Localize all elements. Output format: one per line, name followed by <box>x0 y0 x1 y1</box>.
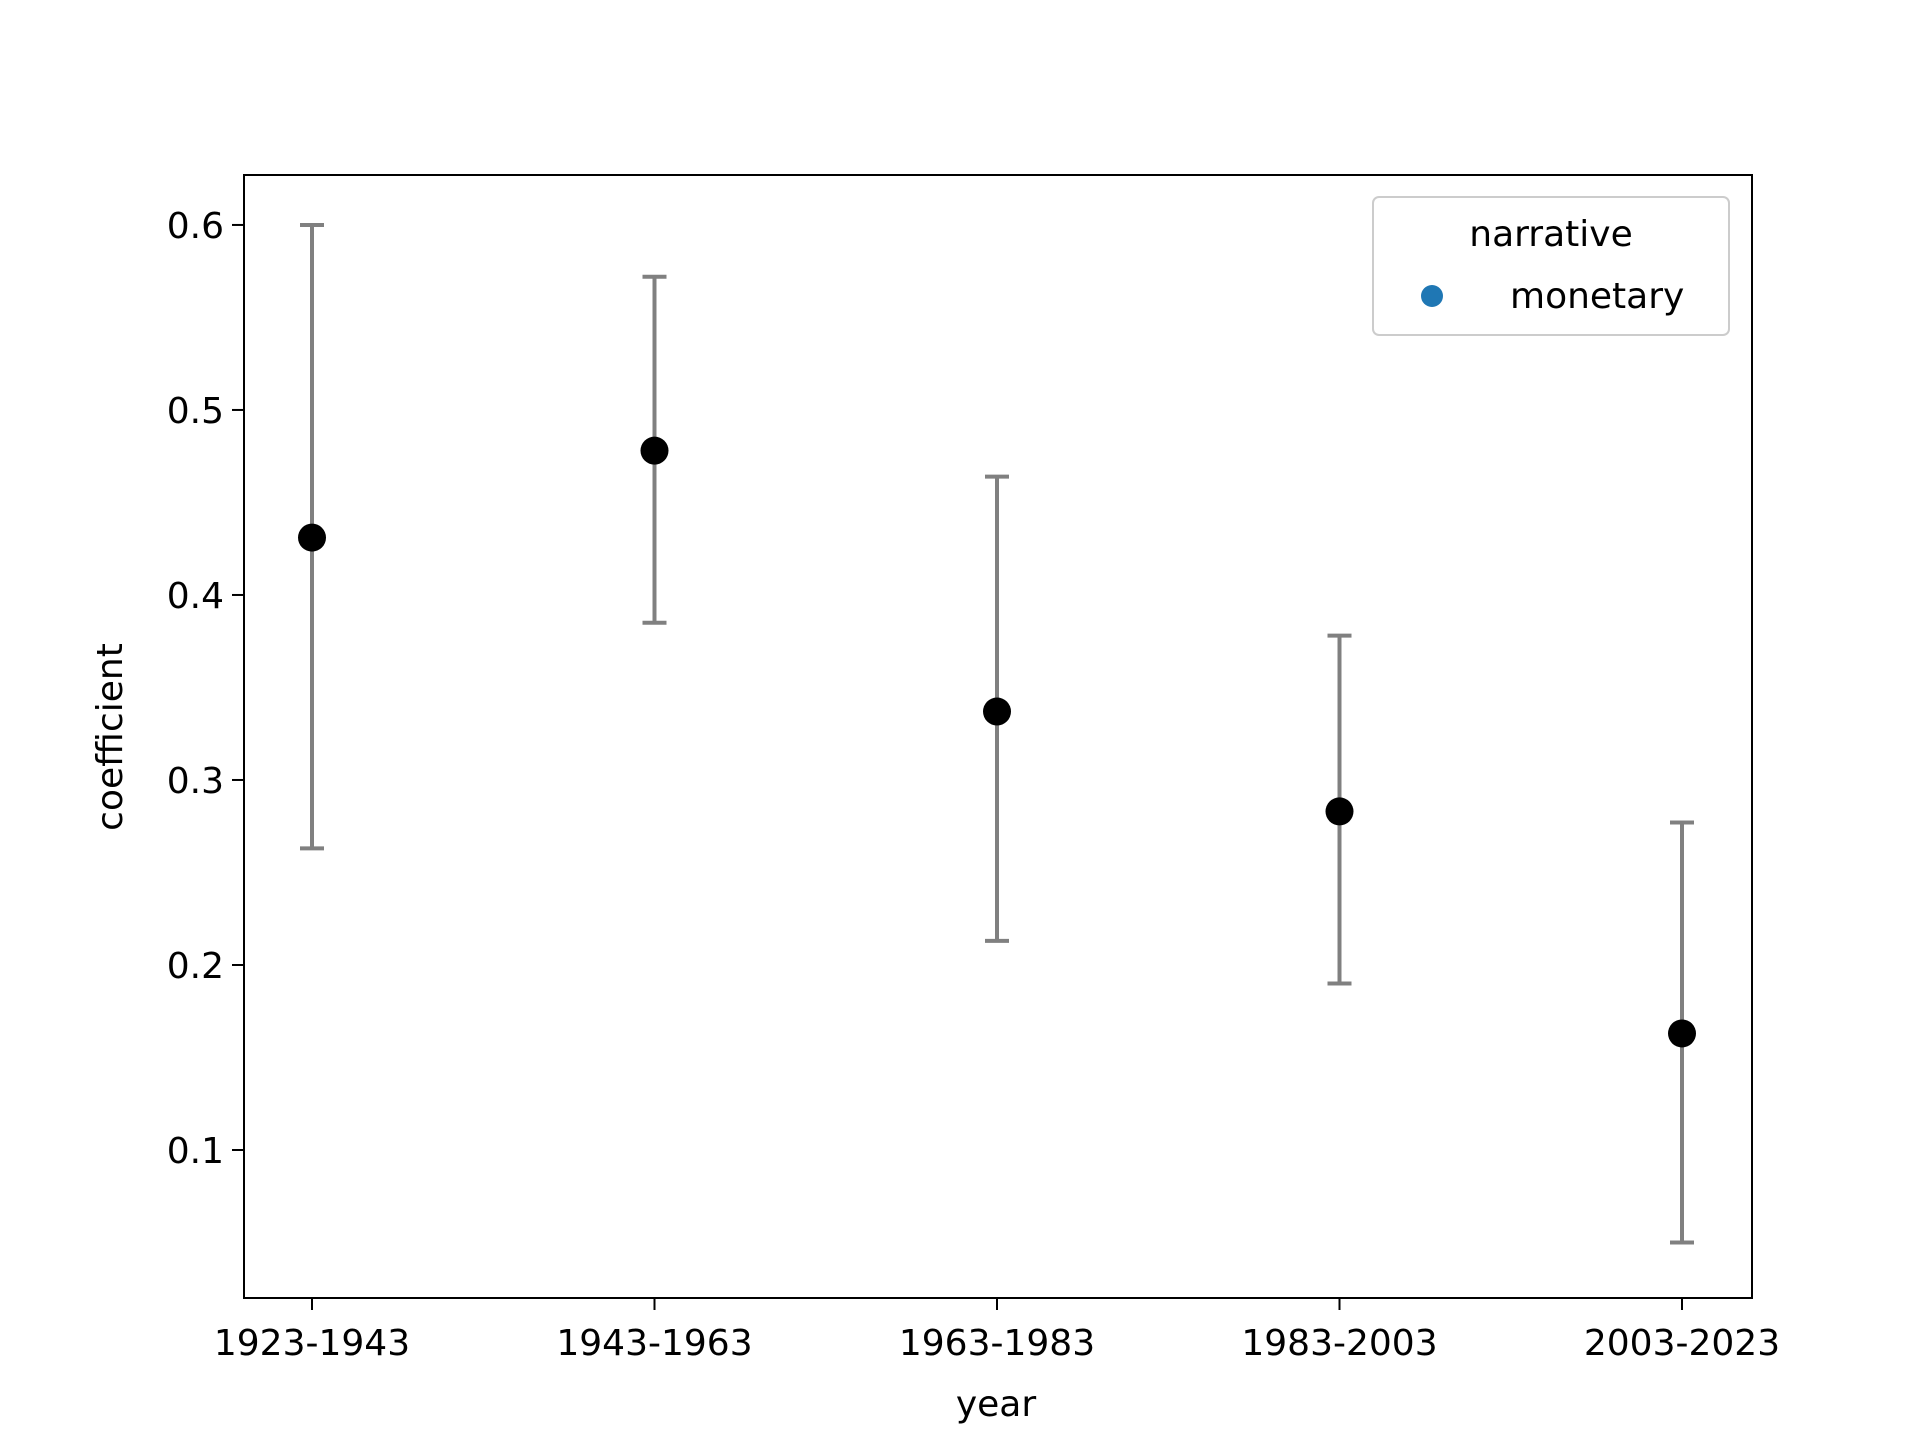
data-point-1943-1963 <box>640 436 669 465</box>
x-tick-label: 1943-1963 <box>556 1323 752 1364</box>
data-point-1963-1983 <box>983 697 1011 726</box>
y-tick-label: 0.4 <box>167 576 224 617</box>
data-point-1983-2003 <box>1325 797 1354 826</box>
y-tick-label: 0.3 <box>167 761 224 802</box>
legend-title: narrative <box>1469 214 1632 255</box>
x-tick-label: 1983-2003 <box>1241 1323 1437 1364</box>
y-tick-label: 0.2 <box>167 946 224 987</box>
data-point-1923-1943 <box>298 523 326 552</box>
y-tick-label: 0.6 <box>167 206 224 247</box>
x-tick-label: 2003-2023 <box>1584 1323 1780 1364</box>
x-tick-label: 1923-1943 <box>214 1323 410 1364</box>
legend-box <box>1372 196 1730 336</box>
data-point-2003-2023 <box>1668 1019 1696 1048</box>
x-axis: 1923-1943 1943-1963 1963-1983 1983-2003 2003… <box>214 1298 1780 1364</box>
x-axis-label: year <box>956 1384 1037 1425</box>
legend-label-monetary: monetary <box>1510 276 1684 317</box>
y-tick-label: 0.5 <box>167 391 224 432</box>
legend: narrative monetary <box>1372 196 1730 336</box>
x-tick-label: 1963-1983 <box>899 1323 1095 1364</box>
y-axis-label: coefficient <box>90 643 131 831</box>
y-axis: 0.1 0.2 0.3 0.4 0.5 0.6 <box>167 206 244 1172</box>
legend-marker-monetary <box>1421 285 1443 307</box>
plot-area <box>298 222 1696 1245</box>
y-tick-label: 0.1 <box>167 1131 224 1172</box>
